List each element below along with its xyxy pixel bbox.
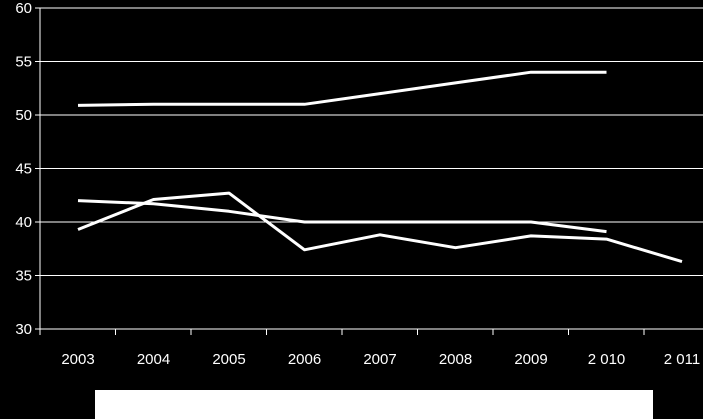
- y-tick-label: 50: [15, 107, 32, 124]
- series-line-1: [77, 70, 607, 107]
- y-tick-label: 35: [15, 268, 32, 285]
- x-axis-tick-labels: 2003 2004 2005 2006 2007 2008 2009 2 010 2 011: [61, 351, 700, 368]
- x-tick-label: 2 011: [664, 351, 700, 368]
- y-tick-label: 30: [15, 321, 32, 338]
- gridlines: [40, 7, 703, 276]
- series-line-2: [77, 199, 607, 234]
- x-tick-label: 2 010: [588, 351, 626, 368]
- y-tick-label: 45: [15, 161, 32, 178]
- x-tick-label: 2005: [212, 351, 245, 368]
- y-tick-label: 40: [15, 214, 32, 231]
- series-lines: [77, 70, 683, 264]
- series-line-3: [77, 191, 683, 264]
- y-axis-tick-labels: 30 35 40 45 50 55 60: [15, 0, 32, 338]
- legend-box: [95, 390, 653, 419]
- y-tick-label: 60: [15, 0, 32, 17]
- x-tick-label: 2006: [288, 351, 321, 368]
- x-tick-label: 2004: [137, 351, 170, 368]
- x-tick-label: 2008: [439, 351, 472, 368]
- y-tick-label: 55: [15, 54, 32, 71]
- axes: [35, 7, 703, 335]
- x-tick-label: 2003: [61, 351, 94, 368]
- x-tick-label: 2009: [514, 351, 547, 368]
- x-tick-label: 2007: [363, 351, 396, 368]
